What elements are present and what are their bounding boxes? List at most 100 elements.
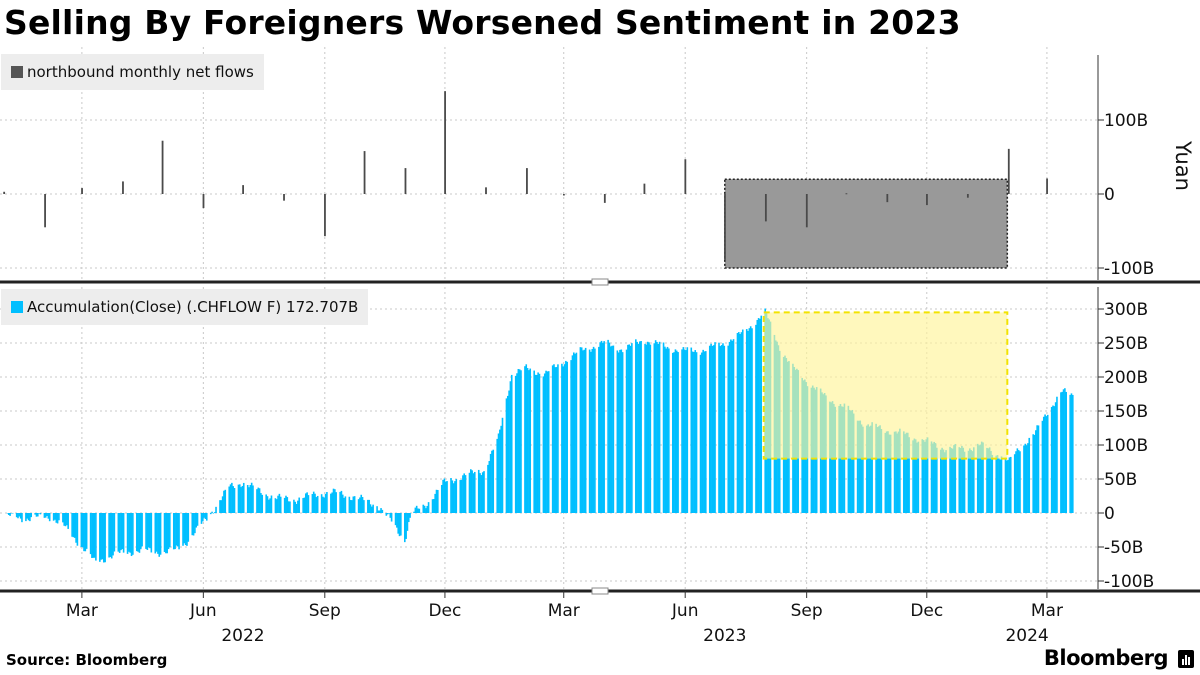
- accumulation-bar: [192, 513, 195, 536]
- accumulation-bar: [603, 341, 605, 513]
- accumulation-bar: [1065, 391, 1067, 513]
- accumulation-bar: [555, 367, 558, 513]
- accumulation-bar: [311, 494, 314, 513]
- accumulation-bar: [113, 513, 116, 552]
- accumulation-bar: [961, 445, 963, 513]
- accumulation-bar: [741, 329, 744, 513]
- accumulation-bar: [256, 489, 258, 513]
- accumulation-bar: [257, 487, 260, 513]
- accumulation-bar: [637, 343, 640, 513]
- accumulation-bar: [584, 347, 587, 513]
- accumulation-bar: [54, 513, 56, 520]
- accumulation-bar: [885, 431, 888, 513]
- accumulation-bar: [433, 499, 435, 513]
- flow-bar: [1046, 178, 1048, 194]
- accumulation-bar: [344, 496, 347, 513]
- accumulation-bar: [483, 471, 485, 513]
- accumulation-bar: [1000, 456, 1003, 513]
- accumulation-bar: [352, 496, 355, 513]
- accumulation-bar: [126, 513, 129, 554]
- accumulation-bar: [1004, 457, 1007, 513]
- accumulation-bar: [547, 371, 550, 513]
- accumulation-bar: [298, 497, 300, 513]
- accumulation-bar: [398, 513, 401, 537]
- accumulation-bar: [545, 370, 547, 513]
- accumulation-bar: [645, 344, 648, 513]
- accumulation-bar: [934, 443, 937, 513]
- accumulation-bar: [285, 495, 287, 513]
- accumulation-bar: [422, 504, 425, 513]
- accumulation-bar: [43, 513, 46, 518]
- accumulation-bar: [1064, 388, 1066, 513]
- accumulation-bar: [1008, 457, 1011, 513]
- accumulation-bar: [682, 347, 685, 513]
- accumulation-bar: [44, 513, 47, 518]
- accumulation-bar: [677, 352, 679, 513]
- accumulation-bar: [654, 340, 657, 513]
- accumulation-bar: [951, 448, 954, 513]
- x-tick-label: Jun: [189, 601, 217, 621]
- accumulation-bar: [925, 439, 928, 513]
- accumulation-bar: [67, 513, 69, 529]
- accumulation-bar: [838, 405, 840, 513]
- accumulation-bar: [378, 510, 381, 513]
- accumulation-bar: [353, 496, 356, 513]
- accumulation-bar: [673, 352, 675, 513]
- accumulation-bar: [999, 459, 1001, 513]
- accumulation-bar: [1033, 434, 1036, 513]
- x-tick-label: Sep: [791, 601, 823, 621]
- accumulation-bar: [446, 481, 448, 513]
- accumulation-bar: [228, 486, 231, 513]
- accumulation-bar: [566, 361, 568, 513]
- accumulation-bar: [287, 501, 290, 513]
- y-tick-label-bottom: -50B: [1104, 538, 1143, 558]
- accumulation-bar: [1060, 392, 1062, 513]
- accumulation-bar: [693, 351, 695, 513]
- accumulation-bar: [372, 504, 374, 513]
- accumulation-bar: [479, 473, 481, 513]
- accumulation-bar: [1037, 425, 1040, 513]
- accumulation-bar: [289, 501, 291, 513]
- accumulation-bar: [924, 441, 926, 513]
- accumulation-bar: [417, 508, 419, 513]
- legend-top: northbound monthly net flows: [1, 54, 264, 90]
- accumulation-bar: [390, 513, 393, 522]
- accumulation-bar: [25, 513, 27, 522]
- y-tick-label-bottom: -100B: [1104, 572, 1154, 592]
- accumulation-bar: [175, 513, 178, 546]
- accumulation-bar: [138, 513, 141, 553]
- accumulation-bar: [491, 450, 493, 513]
- accumulation-bar: [157, 513, 159, 554]
- accumulation-bar: [414, 507, 417, 513]
- accumulation-bar: [471, 470, 473, 513]
- accumulation-bar: [657, 343, 660, 513]
- accumulation-bar: [265, 494, 267, 513]
- accumulation-bar: [571, 355, 574, 513]
- accumulation-bar: [277, 495, 279, 513]
- accumulation-bar: [64, 513, 67, 527]
- accumulation-bar: [627, 344, 629, 513]
- accumulation-bar: [748, 328, 751, 513]
- accumulation-bar: [644, 343, 646, 513]
- accumulation-bar: [413, 511, 415, 513]
- accumulation-bar: [1042, 416, 1045, 513]
- accumulation-bar: [169, 513, 171, 548]
- accumulation-bar: [434, 493, 436, 513]
- highlight-box-bottom: [762, 311, 1009, 460]
- accumulation-bar: [691, 351, 694, 513]
- accumulation-bar: [714, 342, 716, 513]
- splitter-handle: [591, 278, 609, 286]
- accumulation-bar: [933, 441, 935, 513]
- accumulation-bar: [377, 510, 380, 513]
- flow-bar: [122, 181, 124, 194]
- accumulation-bar: [166, 513, 168, 554]
- accumulation-bar: [859, 420, 862, 513]
- accumulation-bar: [674, 349, 677, 513]
- accumulation-bar: [340, 490, 343, 513]
- accumulation-bar: [727, 345, 730, 513]
- accumulation-bar: [510, 374, 513, 513]
- accumulation-bar: [10, 513, 13, 514]
- accumulation-bar: [128, 513, 130, 552]
- accumulation-bar: [231, 482, 233, 513]
- accumulation-bar: [621, 352, 624, 513]
